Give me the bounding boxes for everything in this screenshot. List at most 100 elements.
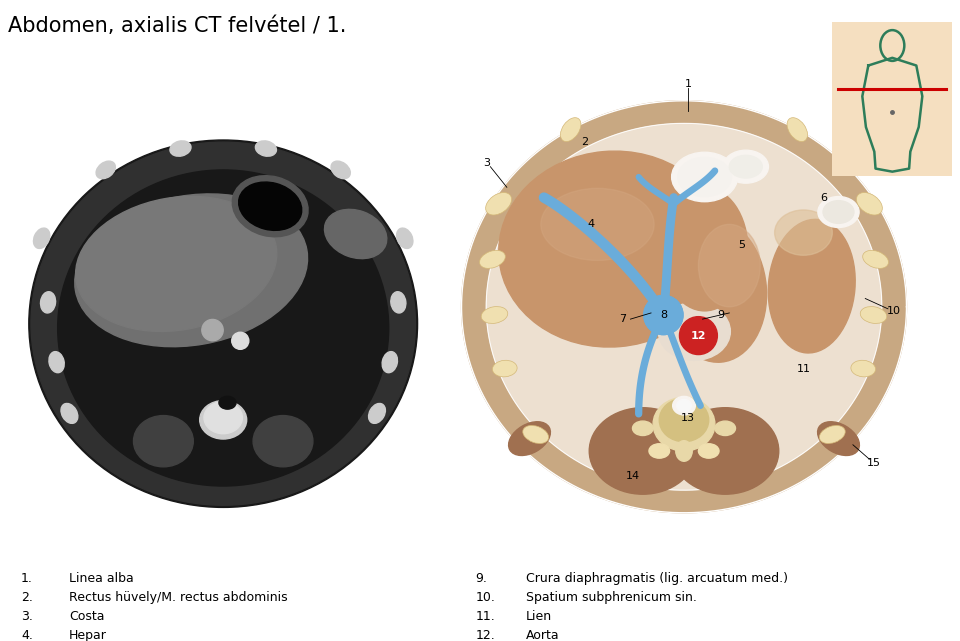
Text: 10: 10 — [887, 306, 901, 316]
Ellipse shape — [860, 306, 887, 324]
Ellipse shape — [863, 251, 888, 269]
Text: 3: 3 — [483, 158, 490, 167]
Text: 15: 15 — [867, 458, 880, 469]
Ellipse shape — [232, 176, 308, 237]
Polygon shape — [462, 101, 906, 513]
Text: Aorta: Aorta — [526, 629, 560, 641]
Ellipse shape — [715, 421, 735, 435]
Ellipse shape — [818, 422, 859, 456]
Text: Linea alba: Linea alba — [69, 572, 133, 585]
Text: Spatium subphrenicum sin.: Spatium subphrenicum sin. — [526, 591, 697, 604]
Ellipse shape — [492, 360, 517, 377]
Text: 3.: 3. — [21, 610, 33, 623]
Circle shape — [644, 296, 683, 335]
Ellipse shape — [678, 158, 732, 197]
Ellipse shape — [391, 292, 406, 313]
Text: Costa: Costa — [69, 610, 105, 623]
Text: 5: 5 — [738, 240, 745, 250]
Text: Rectus hüvely/M. rectus abdominis: Rectus hüvely/M. rectus abdominis — [69, 591, 288, 604]
Ellipse shape — [775, 210, 832, 255]
Text: 12: 12 — [690, 331, 707, 340]
Ellipse shape — [787, 118, 807, 142]
Ellipse shape — [672, 153, 737, 202]
Ellipse shape — [768, 219, 855, 353]
Ellipse shape — [818, 197, 859, 228]
Ellipse shape — [523, 426, 548, 444]
Ellipse shape — [49, 352, 64, 372]
Ellipse shape — [649, 444, 669, 458]
Text: 4: 4 — [588, 219, 595, 229]
Ellipse shape — [661, 187, 748, 311]
Text: 14: 14 — [625, 470, 639, 481]
Text: 10.: 10. — [475, 591, 495, 604]
Ellipse shape — [677, 399, 691, 412]
Polygon shape — [487, 124, 881, 490]
Ellipse shape — [673, 396, 695, 415]
Text: 9.: 9. — [475, 572, 487, 585]
Ellipse shape — [481, 306, 508, 324]
Ellipse shape — [653, 397, 715, 451]
Text: 8: 8 — [660, 310, 667, 320]
Ellipse shape — [324, 210, 387, 258]
Ellipse shape — [133, 415, 193, 467]
Ellipse shape — [75, 194, 307, 347]
Ellipse shape — [204, 402, 243, 434]
Ellipse shape — [382, 352, 397, 372]
Ellipse shape — [170, 141, 191, 156]
Ellipse shape — [561, 118, 581, 142]
Ellipse shape — [820, 426, 845, 444]
Ellipse shape — [676, 440, 692, 462]
Ellipse shape — [659, 303, 731, 360]
Text: 13: 13 — [682, 413, 695, 423]
Ellipse shape — [856, 192, 882, 215]
Ellipse shape — [660, 399, 708, 442]
Text: 11: 11 — [797, 363, 810, 374]
Ellipse shape — [589, 408, 696, 494]
Text: 12.: 12. — [475, 629, 495, 641]
Ellipse shape — [699, 224, 760, 307]
Text: 2.: 2. — [21, 591, 33, 604]
Ellipse shape — [486, 192, 512, 215]
Circle shape — [202, 319, 223, 341]
Circle shape — [644, 296, 683, 335]
Ellipse shape — [498, 151, 725, 347]
Text: Abdomen, axialis CT felvétel / 1.: Abdomen, axialis CT felvétel / 1. — [8, 16, 346, 36]
Circle shape — [680, 317, 717, 354]
Ellipse shape — [61, 403, 78, 424]
Ellipse shape — [633, 421, 653, 435]
Ellipse shape — [34, 228, 50, 249]
Ellipse shape — [96, 161, 115, 179]
Text: Hepar: Hepar — [69, 629, 107, 641]
Ellipse shape — [255, 141, 276, 156]
Text: Crura diaphragmatis (lig. arcuatum med.): Crura diaphragmatis (lig. arcuatum med.) — [526, 572, 788, 585]
Ellipse shape — [331, 161, 350, 179]
Circle shape — [231, 332, 249, 349]
Text: 1: 1 — [684, 79, 691, 89]
Text: 1.: 1. — [21, 572, 33, 585]
Ellipse shape — [31, 142, 416, 505]
Text: 4.: 4. — [21, 629, 33, 641]
Ellipse shape — [253, 415, 313, 467]
Ellipse shape — [480, 251, 505, 269]
Ellipse shape — [369, 403, 385, 424]
Ellipse shape — [851, 360, 876, 377]
Ellipse shape — [200, 401, 247, 439]
Ellipse shape — [699, 444, 719, 458]
Ellipse shape — [58, 170, 389, 486]
Ellipse shape — [396, 228, 413, 249]
Ellipse shape — [29, 140, 418, 508]
Ellipse shape — [672, 408, 779, 494]
Ellipse shape — [823, 201, 854, 223]
Ellipse shape — [40, 292, 56, 313]
Text: 7: 7 — [618, 314, 626, 324]
Ellipse shape — [663, 219, 767, 362]
Ellipse shape — [239, 182, 301, 230]
Ellipse shape — [219, 396, 236, 409]
Ellipse shape — [730, 155, 762, 178]
Text: 2: 2 — [582, 137, 588, 147]
Ellipse shape — [540, 188, 654, 260]
Text: 6: 6 — [821, 192, 828, 203]
Text: 11.: 11. — [475, 610, 495, 623]
Text: Lien: Lien — [526, 610, 552, 623]
Ellipse shape — [509, 422, 550, 456]
